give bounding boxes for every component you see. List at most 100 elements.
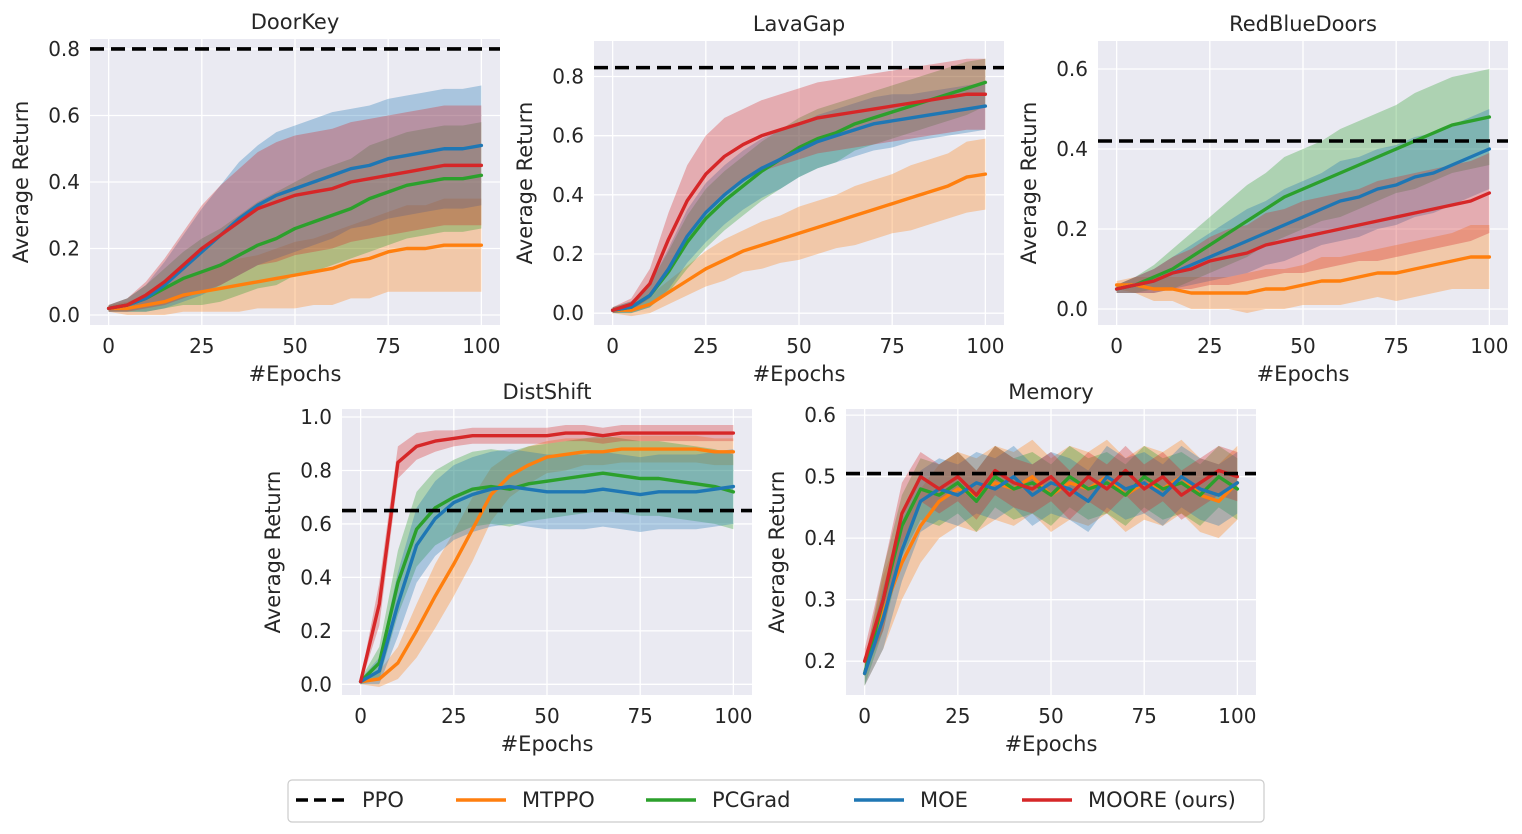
panel-distshift: 0 25 50 75 100 0.0 0.2 0.4 0.6 0.8 1.0 DistShift #Ep… (261, 380, 752, 756)
x-tick-label: 75 (1131, 704, 1156, 728)
y-axis-label: Average Return (261, 471, 285, 634)
band-moore-ours (360, 425, 734, 685)
y-tick-label: 0.2 (1056, 217, 1088, 241)
y-tick-label: 0.2 (552, 242, 584, 266)
band-mtppo (108, 198, 482, 316)
legend: PPO MTPPO PCGrad MOE MOORE (ours) (287, 779, 1265, 823)
y-axis-label: Average Return (9, 101, 33, 264)
x-tick-label: 75 (1383, 334, 1408, 358)
y-tick-label: 0.2 (48, 237, 80, 261)
legend-label: MOE (920, 788, 968, 812)
y-tick-label: 0.4 (300, 565, 332, 589)
band-mtppo (1116, 225, 1490, 313)
band-pcgrad (864, 445, 1238, 686)
legend-frame (287, 779, 1265, 823)
line-moe (358, 484, 736, 684)
y-tick-label: 0.0 (552, 301, 584, 325)
panel-redbluedoors: 0 25 50 75 100 0.0 0.2 0.4 0.6 RedBlueDoors #Epoch… (1017, 12, 1508, 386)
y-tick-label: 0.8 (300, 458, 332, 482)
line-pcgrad (1114, 115, 1492, 291)
line-moe (862, 474, 1240, 676)
x-tick-label: 0 (606, 334, 619, 358)
line-moore-ours (610, 92, 988, 312)
line-moore-ours (106, 163, 484, 311)
line-moe (610, 104, 988, 312)
legend-label: MOORE (ours) (1088, 788, 1236, 812)
legend-item-mtppo: MTPPO (456, 788, 595, 812)
line-moe (106, 143, 484, 311)
x-axis-label: #Epochs (249, 362, 342, 386)
x-tick-label: 25 (441, 704, 466, 728)
line-mtppo (610, 172, 988, 312)
series-layer (90, 47, 500, 316)
x-tick-label: 100 (966, 334, 1004, 358)
line-pcgrad (106, 173, 484, 311)
y-tick-label: 0.3 (804, 588, 836, 612)
x-tick-label: 75 (375, 334, 400, 358)
band-moe (612, 82, 986, 314)
x-tick-label: 75 (879, 334, 904, 358)
chart-title: LavaGap (753, 12, 845, 36)
series-layer (1098, 69, 1508, 313)
band-moe (108, 85, 482, 312)
panel-lavagap: 0 25 50 75 100 0.0 0.2 0.4 0.6 0.8 LavaGap #Epochs A… (513, 12, 1004, 386)
line-mtppo (1114, 255, 1492, 295)
chart-panels: 0 25 50 75 100 0.0 0.2 0.4 0.6 0.8 DoorKey #Epochs A… (9, 10, 1508, 756)
y-tick-label: 0.4 (48, 170, 80, 194)
band-moe (864, 445, 1238, 686)
y-tick-label: 0.0 (300, 672, 332, 696)
x-tick-label: 0 (858, 704, 871, 728)
legend-items: PPO MTPPO PCGrad MOE MOORE (ours) (296, 788, 1236, 812)
band-mtppo (612, 138, 986, 317)
series-layer (342, 425, 752, 687)
legend-label: MTPPO (522, 788, 595, 812)
line-moore-ours (1114, 191, 1492, 291)
x-tick-label: 100 (1470, 334, 1508, 358)
band-moore-ours (864, 445, 1238, 674)
y-axis-label: Average Return (513, 102, 537, 265)
legend-item-moore-ours: MOORE (ours) (1022, 788, 1236, 812)
y-tick-label: 0.4 (1056, 137, 1088, 161)
x-tick-label: 50 (1038, 704, 1063, 728)
band-pcgrad (108, 122, 482, 312)
series-layer (846, 439, 1256, 686)
series-layer (594, 58, 1004, 317)
x-tick-label: 25 (1197, 334, 1222, 358)
x-tick-label: 0 (102, 334, 115, 358)
y-axis-label: Average Return (765, 471, 789, 634)
line-mtppo (106, 243, 484, 311)
y-tick-label: 0.6 (48, 103, 80, 127)
x-tick-label: 100 (462, 334, 500, 358)
y-tick-label: 0.6 (552, 124, 584, 148)
line-pcgrad (358, 471, 736, 684)
panel-doorkey: 0 25 50 75 100 0.0 0.2 0.4 0.6 0.8 DoorKey #Epochs A… (9, 10, 500, 386)
x-tick-label: 100 (714, 704, 752, 728)
x-tick-label: 25 (189, 334, 214, 358)
y-tick-label: 0.0 (48, 303, 80, 327)
band-pcgrad (1116, 69, 1490, 293)
y-tick-label: 0.8 (48, 37, 80, 61)
y-tick-label: 0.2 (300, 619, 332, 643)
legend-label: PPO (362, 788, 404, 812)
y-tick-label: 0.5 (804, 465, 836, 489)
legend-item-pcgrad: PCGrad (646, 788, 790, 812)
legend-label: PCGrad (712, 788, 790, 812)
x-tick-label: 0 (1110, 334, 1123, 358)
x-tick-label: 25 (693, 334, 718, 358)
band-moe (360, 449, 734, 685)
line-mtppo (358, 447, 736, 684)
band-mtppo (864, 439, 1238, 686)
x-tick-label: 0 (354, 704, 367, 728)
x-axis-label: #Epochs (753, 362, 846, 386)
chart-title: Memory (1008, 380, 1093, 404)
chart-title: DistShift (503, 380, 592, 404)
y-tick-label: 1.0 (300, 405, 332, 429)
line-moore-ours (862, 468, 1240, 663)
x-tick-label: 50 (282, 334, 307, 358)
line-moore-ours (358, 431, 736, 684)
x-tick-label: 75 (627, 704, 652, 728)
y-tick-label: 0.4 (552, 183, 584, 207)
y-tick-label: 0.6 (300, 512, 332, 536)
x-tick-label: 25 (945, 704, 970, 728)
